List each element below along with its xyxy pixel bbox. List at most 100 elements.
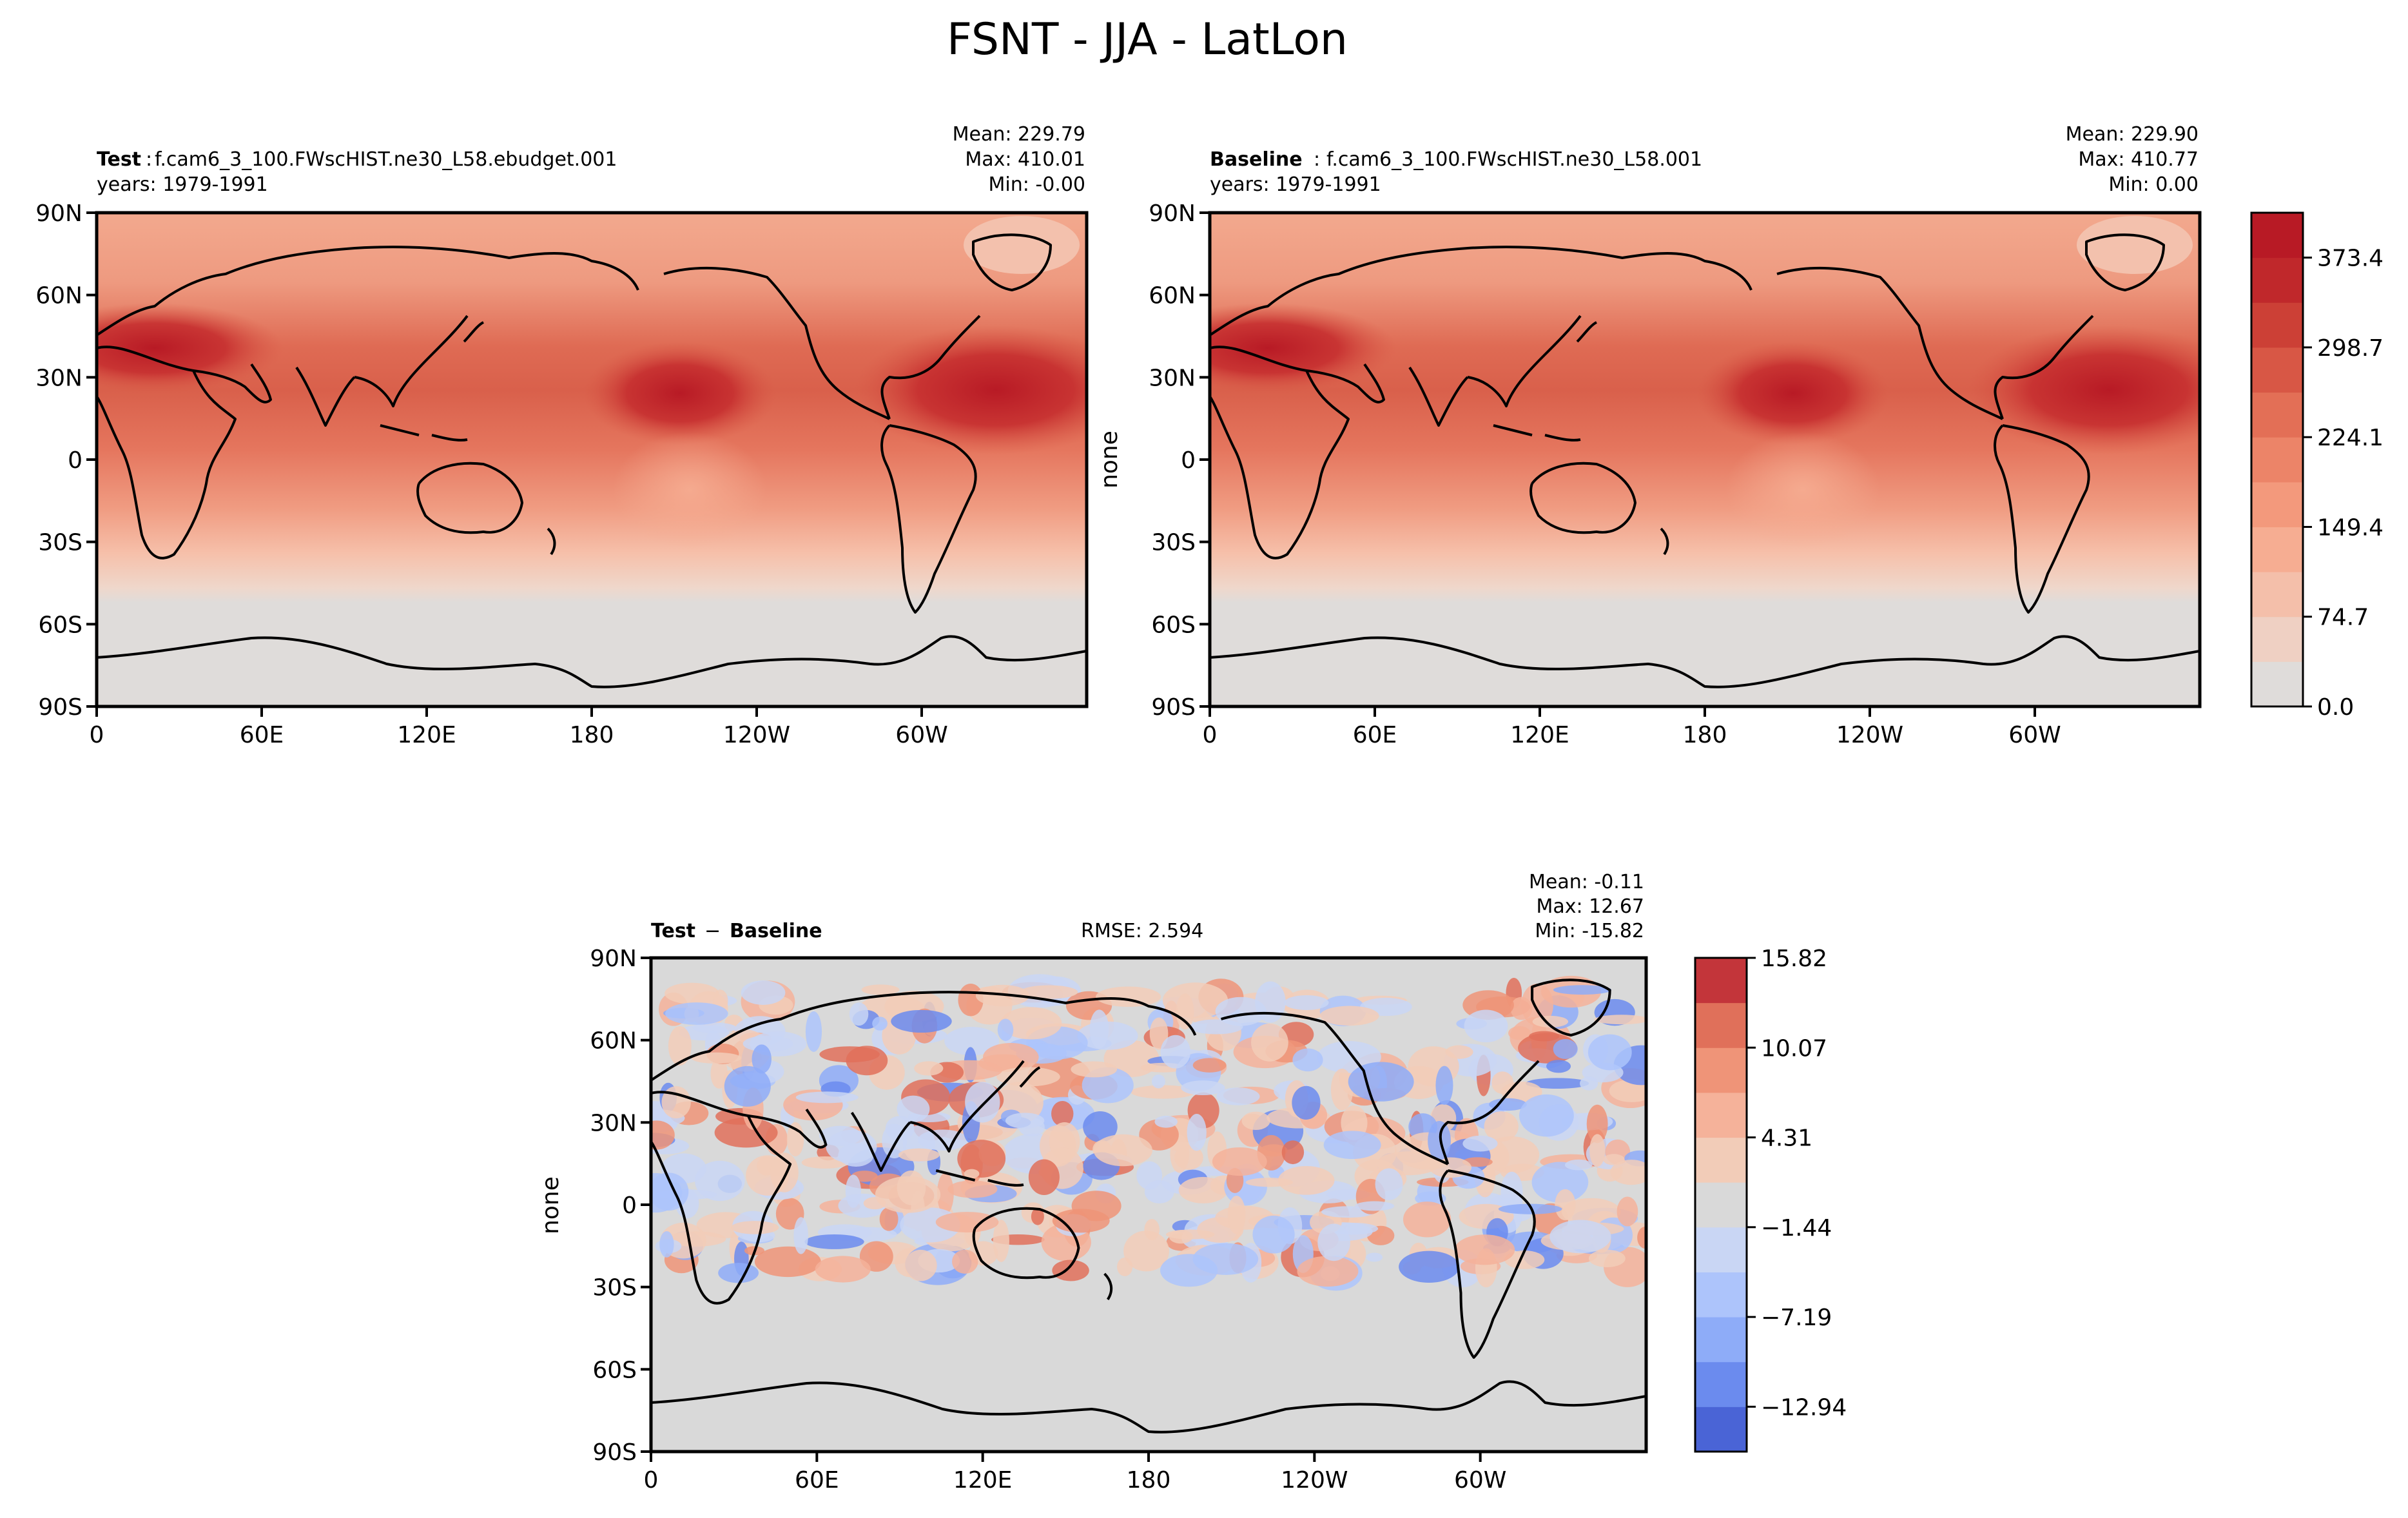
- panel-difference: Test − Baseline RMSE: 2.594 Mean: -0.11 …: [538, 871, 1648, 1494]
- colorbar-tick-label: 0.0: [2317, 694, 2354, 721]
- lon-tick-label: 120E: [953, 1467, 1012, 1494]
- colorbar-tick-label: 4.31: [1761, 1125, 1812, 1152]
- colorbar-tick-label: 298.7: [2317, 335, 2384, 362]
- lon-tick-label: 60W: [2008, 722, 2061, 748]
- lon-tick-label: 180: [1683, 722, 1727, 748]
- colorbar-segment: [1695, 1137, 1747, 1183]
- panel-years: years: 1979-1991: [1210, 173, 1381, 196]
- colorbar-tick-label: 15.82: [1761, 946, 1827, 972]
- colorbar-tick-label: −7.19: [1761, 1305, 1832, 1331]
- lat-tick-label: 90S: [38, 694, 83, 721]
- colorbar-segment: [2251, 616, 2303, 662]
- colorbar-segment: [1695, 1182, 1747, 1228]
- lon-tick-label: 180: [570, 722, 614, 748]
- lat-tick-label: 60S: [1151, 612, 1196, 638]
- panel-years: years: 1979-1991: [97, 173, 268, 196]
- lon-tick-label: 0: [1203, 722, 1218, 748]
- colorbar-segment: [2251, 527, 2303, 572]
- colorbar-segment: [2251, 437, 2303, 483]
- lat-tick-label: 90S: [592, 1439, 637, 1466]
- axis-ylabel: none: [538, 1176, 564, 1234]
- colorbar-segment: [1695, 1227, 1747, 1272]
- colorbar-segment: [2251, 213, 2303, 258]
- lat-tick-label: 30N: [1149, 365, 1196, 391]
- lon-tick-label: 120W: [723, 722, 790, 748]
- lat-axis: 90N 60N 30N 0 30S 60S 90S: [590, 946, 651, 1466]
- rmse-label: RMSE: 2.594: [1081, 920, 1203, 942]
- stat-min: Min: -0.00: [989, 173, 1086, 196]
- colorbar-segment: [1695, 1272, 1747, 1318]
- colorbar-tick-label: 10.07: [1761, 1035, 1827, 1062]
- colorbar-segment: [2251, 347, 2303, 393]
- stat-mean: Mean: 229.79: [953, 123, 1085, 146]
- colorbar-tick-label: 149.4: [2317, 514, 2384, 541]
- colorbar-segment: [1695, 1002, 1747, 1048]
- colorbar-tick-label: 373.4: [2317, 246, 2384, 272]
- lon-axis: 0 60E 120E 180 120W 60W: [644, 1452, 1506, 1494]
- colorbar-segment: [2251, 392, 2303, 438]
- lat-tick-label: 90N: [590, 946, 637, 972]
- lon-tick-label: 0: [90, 722, 104, 748]
- lat-tick-label: 30S: [592, 1275, 637, 1301]
- lon-tick-label: 180: [1127, 1467, 1171, 1494]
- panel-label: Baseline: [1210, 148, 1303, 171]
- lat-tick-label: 0: [1181, 447, 1196, 474]
- lat-axis: 90N 60N 30N 0 30S 60S 90S: [1149, 200, 1210, 721]
- colorbar-segment: [2251, 257, 2303, 303]
- stat-min: Min: -15.82: [1535, 920, 1644, 942]
- lat-tick-label: 0: [622, 1192, 637, 1219]
- lat-tick-label: 60N: [590, 1028, 637, 1055]
- lon-tick-label: 120W: [1836, 722, 1903, 748]
- lat-axis: 90N 60N 30N 0 30S 60S 90S: [35, 200, 97, 721]
- colorbar-segment: [2251, 482, 2303, 527]
- lat-tick-label: 30S: [1151, 530, 1196, 556]
- stat-max: Max: 410.77: [2078, 148, 2199, 171]
- map-field: [1210, 213, 2200, 706]
- panel-label: Test: [651, 920, 695, 942]
- lon-tick-label: 120E: [397, 722, 456, 748]
- panel-colon: :: [1314, 148, 1320, 171]
- lon-tick-label: 60W: [1454, 1467, 1506, 1494]
- map-field: [651, 958, 1646, 1452]
- lat-tick-label: 30S: [38, 530, 83, 556]
- lon-tick-label: 0: [644, 1467, 659, 1494]
- lat-tick-label: 30N: [35, 365, 83, 391]
- figure-title: FSNT - JJA - LatLon: [947, 14, 1348, 65]
- minus-sign: −: [704, 920, 721, 942]
- panel-case-name: f.cam6_3_100.FWscHIST.ne30_L58.001: [1326, 148, 1702, 171]
- colorbar-frame: [2250, 211, 2304, 708]
- lat-tick-label: 60N: [1149, 283, 1196, 309]
- stat-max: Max: 12.67: [1536, 895, 1644, 918]
- stat-mean: Mean: -0.11: [1529, 871, 1644, 893]
- lat-tick-label: 60S: [592, 1357, 637, 1383]
- lat-tick-label: 0: [68, 447, 83, 474]
- lon-tick-label: 120W: [1281, 1467, 1348, 1494]
- lat-tick-label: 60N: [35, 283, 83, 309]
- lat-tick-label: 60S: [38, 612, 83, 638]
- colorbar-segment: [2251, 661, 2303, 707]
- lon-axis: 0 60E 120E 180 120W 60W: [1203, 706, 2061, 748]
- lon-tick-label: 120E: [1510, 722, 1569, 748]
- colorbar-tick-label: 224.1: [2317, 425, 2384, 451]
- panel-baseline: Baseline : f.cam6_3_100.FWscHIST.ne30_L5…: [1096, 123, 2202, 748]
- colorbar-difference: 15.82 10.07 4.31 −1.44 −7.19 −12.94: [1694, 946, 1847, 1453]
- colorbar-tick-label: −12.94: [1761, 1394, 1847, 1421]
- colorbar-tick-label: 74.7: [2317, 605, 2369, 631]
- panel-test: Test f.cam6_3_100.FWscHIST.ne30_L58.ebud…: [35, 123, 1089, 748]
- colorbar-segment: [1695, 1406, 1747, 1452]
- colorbar-absolute: 0.0 74.7 149.4 224.1 298.7 373.4: [2250, 211, 2384, 721]
- lat-tick-label: 90N: [35, 200, 83, 227]
- lon-tick-label: 60E: [240, 722, 284, 748]
- colorbar-segment: [1695, 958, 1747, 1004]
- map-field: [97, 213, 1087, 706]
- panel-label-minus: Baseline: [730, 920, 822, 942]
- colorbar-segment: [2251, 572, 2303, 618]
- colorbar-segment: [1695, 1092, 1747, 1138]
- colorbar-frame: [1694, 957, 1748, 1453]
- stat-min: Min: 0.00: [2108, 173, 2199, 196]
- lat-tick-label: 90N: [1149, 200, 1196, 227]
- panel-case-name: f.cam6_3_100.FWscHIST.ne30_L58.ebudget.0…: [155, 148, 617, 171]
- colorbar-segment: [2251, 302, 2303, 348]
- stat-max: Max: 410.01: [965, 148, 1085, 171]
